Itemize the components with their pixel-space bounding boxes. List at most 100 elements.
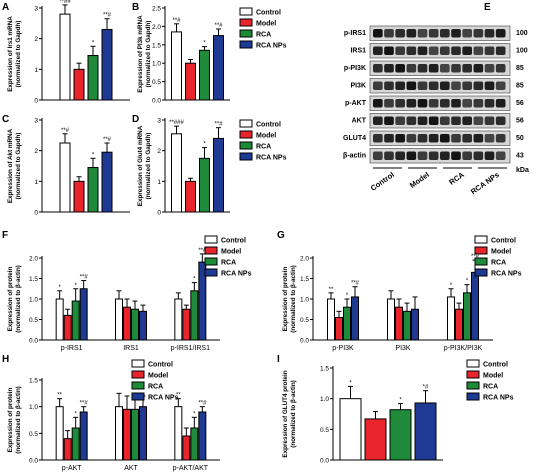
blot-band [384, 116, 394, 125]
significance-label: **# [103, 137, 112, 143]
significance-label: * [203, 142, 206, 148]
significance-label: * [92, 152, 95, 158]
bar [73, 68, 85, 101]
significance-label: * [74, 283, 77, 289]
bar [123, 408, 131, 461]
blot-band [417, 81, 428, 90]
y-axis-label: (normalized to β-actin) [290, 380, 297, 448]
bar [55, 298, 64, 341]
blot-band [451, 64, 461, 73]
blot-band [373, 134, 383, 143]
blot-band [462, 151, 472, 160]
blot-band [395, 46, 405, 55]
blot-band [395, 151, 405, 160]
blot-band [395, 29, 405, 38]
y-tick-label: 2.0 [29, 256, 38, 263]
y-tick-label: 0.5 [29, 431, 38, 438]
y-tick-label: 3 [34, 118, 38, 125]
bar [185, 180, 196, 213]
significance-label: **## [59, 0, 71, 5]
y-axis-label: (normalized to Gapdh) [15, 21, 22, 88]
blot-band [451, 46, 461, 55]
bar [115, 406, 123, 461]
bar [71, 427, 80, 461]
blot-band [440, 29, 450, 38]
y-tick-label: 3 [34, 6, 38, 13]
legend-swatch [239, 40, 253, 49]
blot-band [495, 64, 506, 73]
legend-label: Model [256, 21, 276, 28]
legend-swatch [239, 152, 253, 161]
lane-label: RCA NPs [469, 170, 501, 196]
blot-band [473, 46, 484, 55]
bar [335, 316, 343, 341]
blot-band [395, 116, 405, 125]
legend-label: RCA [483, 384, 498, 391]
bar [87, 55, 99, 101]
legend-label: Control [491, 238, 516, 245]
significance-label: **# [351, 281, 360, 287]
blot-band [495, 81, 506, 90]
y-tick-label: 0.5 [29, 317, 38, 324]
blot-band [462, 116, 472, 125]
legend-label: RCA [148, 384, 163, 391]
y-axis-label: Expression of protein [7, 266, 14, 331]
significance-label: **# [214, 122, 223, 128]
y-tick-label: 0.0 [29, 338, 38, 345]
blot-row-label: AKT [352, 118, 367, 125]
significance-label: **# [198, 401, 207, 407]
blot-band [406, 116, 417, 125]
significance-label: * [74, 411, 77, 417]
panel-label: C [2, 114, 9, 125]
blot-band [406, 81, 417, 90]
blot-band [495, 46, 506, 55]
panel-label: B [132, 2, 139, 13]
bar [327, 298, 335, 341]
blot-band [462, 29, 472, 38]
significance-label: * [399, 398, 402, 404]
significance-label: **# [198, 248, 207, 254]
panel-c: C Expression of Akt mRNA (normalized to Ga… [2, 114, 130, 217]
significance-label: **# [80, 401, 89, 407]
x-tick-label: p-PI3K/PI3K [444, 345, 483, 352]
y-tick-label: 0.0 [29, 458, 38, 465]
legend-swatch [204, 235, 218, 244]
legend-label: Control [148, 362, 173, 369]
lane-label: Model [408, 170, 431, 190]
blot-band [406, 151, 417, 160]
bar [213, 137, 224, 213]
legend-swatch [131, 359, 145, 368]
y-tick-label: 0.0 [300, 338, 309, 345]
blot-band [440, 81, 450, 90]
blot-band [384, 29, 394, 38]
kda-label: 56 [516, 100, 524, 107]
y-tick-label: 0.5 [320, 427, 329, 434]
bar [59, 13, 71, 101]
legend-label: RCA NPs [256, 155, 287, 162]
legend-label: Model [148, 373, 168, 380]
bar [171, 133, 182, 213]
bar [131, 408, 139, 461]
blot-band [384, 134, 394, 143]
bar [55, 406, 64, 461]
panel-f: F Expression of protein (normalized to β-a… [2, 230, 252, 352]
y-tick-label: 1.0 [29, 404, 38, 411]
blot-band [373, 64, 383, 73]
lane-label: RCA [447, 170, 466, 187]
legend-label: Model [491, 249, 511, 256]
significance-label: * [346, 293, 349, 299]
bar [139, 406, 147, 461]
y-tick-label: 1.5 [29, 276, 38, 283]
kda-label: 100 [516, 48, 528, 55]
blot-row-label: GLUT4 [343, 135, 366, 142]
blot-row-label: p-IRS1 [344, 30, 366, 37]
bar [131, 308, 139, 341]
blot-band [495, 29, 506, 38]
western-blot-panel: Ep-IRS1 100 IRS1 100 p-PI3K 85 PI3K 85 p-AKT 56 AK… [343, 2, 529, 196]
blot-band [473, 81, 484, 90]
bar [403, 310, 411, 341]
bar [198, 261, 207, 341]
x-tick-label: p-IRS1/IRS1 [171, 345, 210, 352]
y-tick-label: 0.5 [300, 317, 309, 324]
legend-swatch [204, 268, 218, 277]
